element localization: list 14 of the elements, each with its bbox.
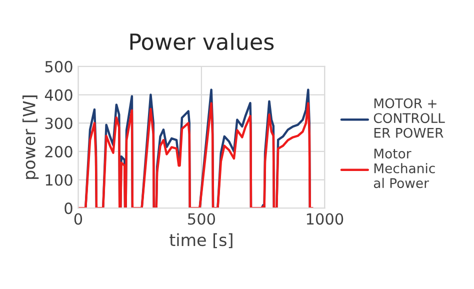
y-axis-title: power [W] (22, 96, 39, 179)
x-tick-label: 0 (74, 213, 82, 225)
chart-title: Power values (130, 32, 274, 50)
legend-label: Motor Mechanic al Power (374, 148, 435, 188)
x-axis-title: time [s] (170, 233, 232, 248)
x-tick-label: 1000 (306, 213, 344, 225)
legend-label: MOTOR + CONTROLL ER POWER (374, 98, 445, 138)
x-tick-label: 500 (188, 213, 216, 225)
y-tick-label: 500 (45, 60, 72, 72)
y-tick-label: 400 (44, 89, 72, 101)
y-tick-label: 200 (45, 146, 72, 158)
y-tick-label: 300 (45, 118, 72, 130)
y-tick-label: 0 (64, 202, 72, 214)
y-tick-label: 100 (46, 174, 72, 186)
